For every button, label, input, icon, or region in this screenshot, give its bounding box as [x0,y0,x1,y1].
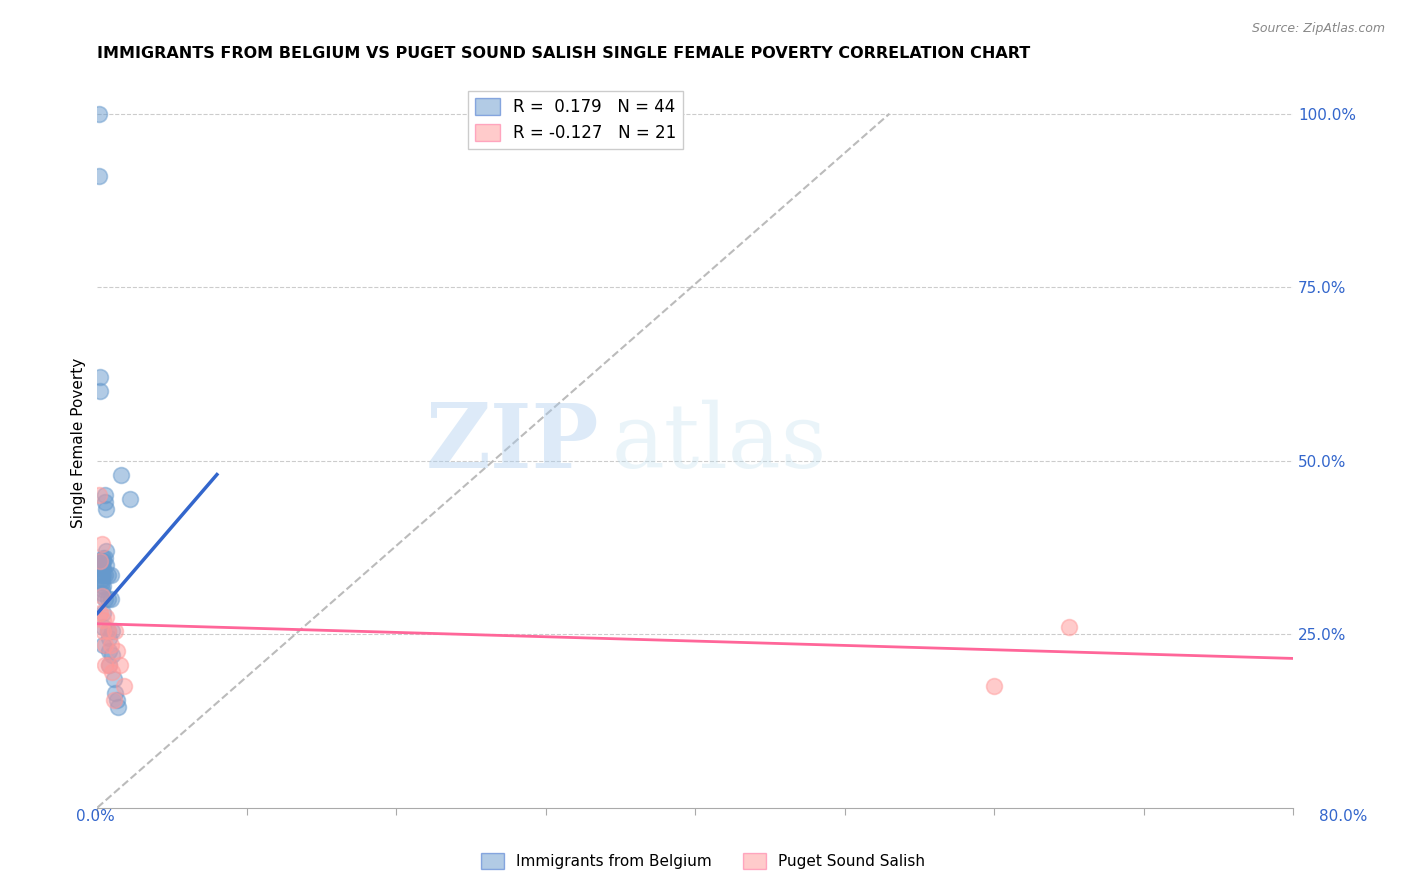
Point [97,592,120,607]
Text: IMMIGRANTS FROM BELGIUM VS PUGET SOUND SALISH SINGLE FEMALE POVERTY CORRELATION : IMMIGRANTS FROM BELGIUM VS PUGET SOUND S… [97,46,1031,62]
Point [98,658,121,673]
Point [90,575,112,590]
Point [90,558,112,572]
Point [1057,620,1080,634]
Point [103,693,125,707]
Point [90,561,112,575]
Point [94,658,117,673]
Point [91,578,114,592]
Point [94,638,117,652]
Point [90,572,112,586]
Point [94,568,117,582]
Point [89,370,111,384]
Point [96,609,118,624]
Point [100,638,122,652]
Point [97,624,120,638]
Point [91,638,114,652]
Point [100,592,122,607]
Point [96,558,118,572]
Point [90,537,112,551]
Y-axis label: Single Female Poverty: Single Female Poverty [72,359,86,528]
Point [105,693,128,707]
Point [100,568,122,582]
Point [120,491,142,506]
Point [101,624,124,638]
Text: ZIP: ZIP [426,400,599,487]
Point [104,686,127,700]
Text: 80.0%: 80.0% [1319,809,1367,823]
Point [101,665,124,680]
Point [90,585,112,599]
Text: Source: ZipAtlas.com: Source: ZipAtlas.com [1251,22,1385,36]
Point [94,592,117,607]
Legend: R =  0.179   N = 44, R = -0.127   N = 21: R = 0.179 N = 44, R = -0.127 N = 21 [468,91,683,149]
Point [103,672,125,686]
Point [91,554,114,568]
Point [983,679,1005,693]
Point [96,544,118,558]
Point [104,624,127,638]
Point [97,624,120,638]
Point [98,631,121,645]
Text: atlas: atlas [612,400,827,487]
Point [94,488,117,502]
Point [94,495,117,509]
Point [91,620,114,634]
Point [89,554,111,568]
Point [91,561,114,575]
Point [91,550,114,565]
Point [98,658,121,673]
Point [94,550,117,565]
Point [89,607,111,621]
Point [107,700,129,714]
Point [87,169,110,184]
Point [98,644,121,658]
Point [97,568,120,582]
Point [91,624,114,638]
Point [90,589,112,603]
Point [89,554,111,568]
Point [89,384,111,399]
Point [105,644,128,658]
Point [90,582,112,596]
Text: 0.0%: 0.0% [76,809,115,823]
Point [87,488,110,502]
Point [91,613,114,627]
Point [110,467,132,482]
Point [112,679,135,693]
Point [91,568,114,582]
Legend: Immigrants from Belgium, Puget Sound Salish: Immigrants from Belgium, Puget Sound Sal… [475,847,931,875]
Point [87,107,110,121]
Point [91,607,114,621]
Point [90,568,112,582]
Point [108,658,131,673]
Point [101,648,124,662]
Point [96,502,118,516]
